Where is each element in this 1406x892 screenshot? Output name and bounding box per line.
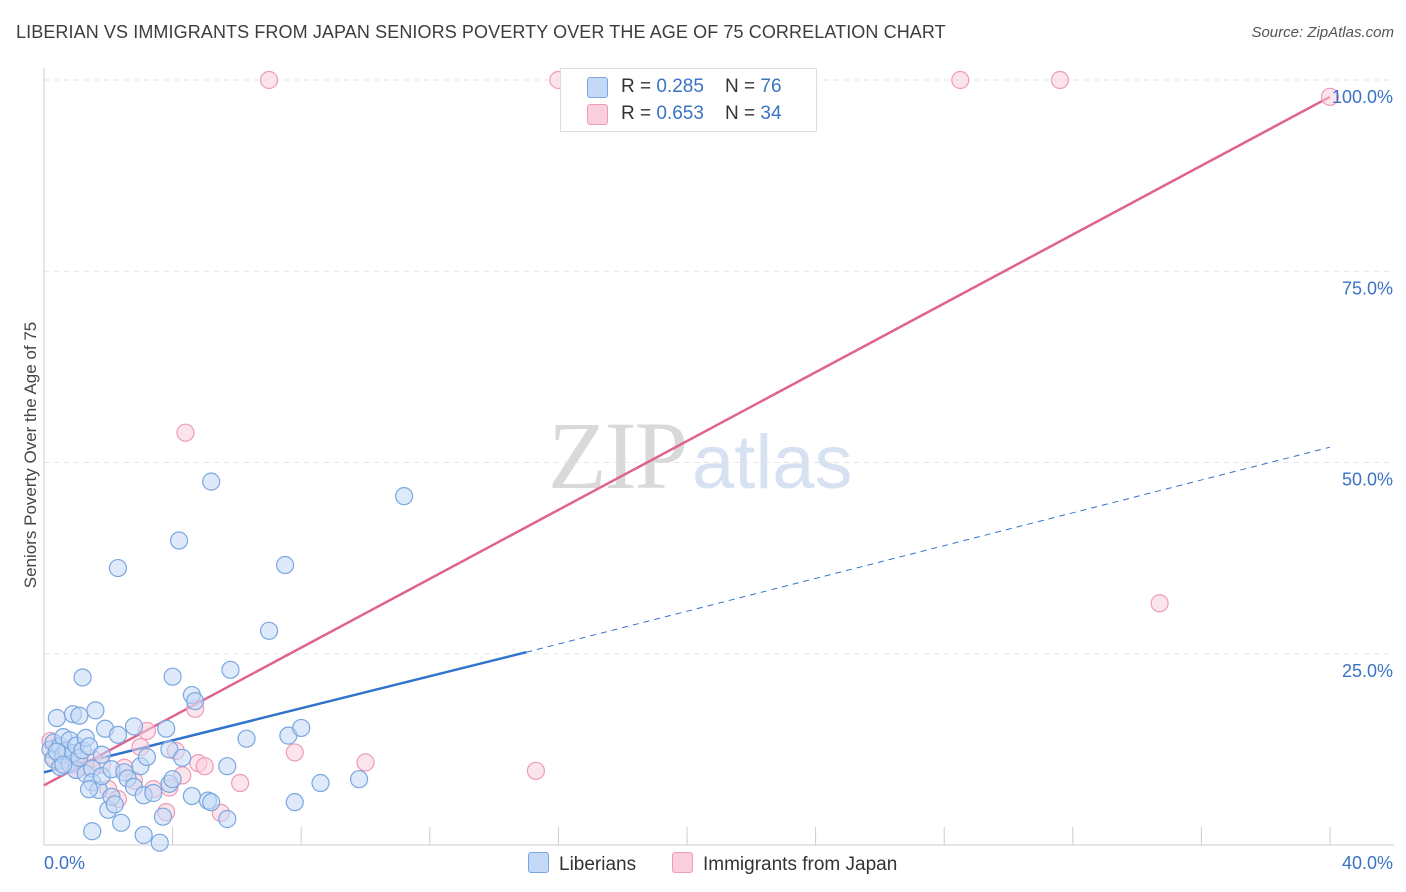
data-point-japan <box>1150 594 1169 613</box>
data-point-liberians <box>218 757 237 776</box>
data-point-liberians <box>163 770 182 789</box>
trend-line-liberians-extension <box>526 446 1331 653</box>
x-tick-label: 0.0% <box>44 853 85 873</box>
data-point-japan <box>259 70 279 90</box>
data-point-japan <box>231 773 250 793</box>
data-point-liberians <box>202 793 221 812</box>
data-point-liberians <box>108 558 128 578</box>
data-point-liberians <box>54 755 73 774</box>
data-point-liberians <box>221 660 240 679</box>
data-point-liberians <box>144 783 163 803</box>
y-axis-label: Seniors Poverty Over the Age of 75 <box>21 322 40 588</box>
y-tick-label: 100.0% <box>1332 87 1393 107</box>
data-point-liberians <box>186 692 205 711</box>
data-point-liberians <box>79 737 99 756</box>
bottom-legend-label-liberians: Liberians <box>559 854 637 875</box>
data-point-liberians <box>292 718 311 738</box>
data-point-liberians <box>311 773 330 793</box>
legend-box: R = 0.285 N = 76 R = 0.653 N = 34 <box>560 68 817 132</box>
data-point-japan <box>356 753 375 772</box>
data-point-japan <box>951 70 970 90</box>
source-label: Source: ZipAtlas.com <box>1251 24 1394 41</box>
legend-text-liberians: R = 0.285 N = 76 <box>621 76 782 98</box>
data-point-liberians <box>112 813 131 832</box>
bottom-legend-japan: Immigrants from Japan <box>672 852 897 876</box>
data-point-liberians <box>92 745 111 764</box>
data-point-liberians <box>137 747 156 767</box>
legend-r-value: 0.653 <box>656 103 704 124</box>
bottom-legend-liberians: Liberians <box>528 852 636 876</box>
data-point-liberians <box>105 795 124 814</box>
data-point-liberians <box>237 729 256 748</box>
data-point-liberians <box>259 621 279 640</box>
points-layer <box>41 70 1340 852</box>
data-point-liberians <box>47 708 66 728</box>
grid-layer <box>44 79 1394 655</box>
data-point-liberians <box>73 668 92 687</box>
data-point-liberians <box>276 555 295 575</box>
data-point-liberians <box>124 717 144 736</box>
data-point-liberians <box>160 740 179 759</box>
data-point-liberians <box>285 793 304 812</box>
axis-layer <box>43 68 1394 846</box>
data-point-liberians <box>394 487 414 506</box>
y-tick-label: 25.0% <box>1342 661 1393 681</box>
legend-text-japan: R = 0.653 N = 34 <box>621 103 782 125</box>
data-point-liberians <box>153 807 173 826</box>
legend-r-label: R = <box>621 76 657 97</box>
legend-n-value: 76 <box>760 76 782 97</box>
data-point-japan <box>1320 87 1340 106</box>
trend-line-liberians <box>43 651 527 774</box>
data-point-liberians <box>202 472 221 491</box>
data-point-liberians <box>83 822 102 841</box>
legend-r-label: R = <box>621 103 657 124</box>
data-point-liberians <box>86 701 105 720</box>
data-point-liberians <box>218 809 237 829</box>
chart-title: LIBERIAN VS IMMIGRANTS FROM JAPAN SENIOR… <box>16 22 946 42</box>
label-layer: 25.0% 50.0% 75.0% 100.0% 0.0% 40.0% Seniors Po… <box>21 87 1393 873</box>
y-tick-label: 75.0% <box>1342 278 1393 298</box>
trend-line-japan <box>43 95 1331 787</box>
data-point-liberians <box>349 770 369 789</box>
x-tick-label: 40.0% <box>1342 853 1393 873</box>
legend-n-label: N = <box>725 103 761 124</box>
legend-swatch-liberians <box>587 77 608 98</box>
bottom-legend-swatch-japan <box>672 852 693 873</box>
legend-n-label: N = <box>725 76 761 97</box>
data-point-japan <box>195 757 214 776</box>
data-point-liberians <box>134 825 153 845</box>
watermark-zip: ZIP <box>548 402 688 509</box>
legend-n-value: 34 <box>760 103 782 124</box>
data-point-liberians <box>173 748 192 767</box>
legend-swatch-japan <box>587 104 608 125</box>
data-point-liberians <box>163 667 182 686</box>
trend-layer <box>43 95 1331 787</box>
data-point-liberians <box>70 706 89 725</box>
y-tick-label: 50.0% <box>1342 470 1393 490</box>
data-point-liberians <box>157 719 176 738</box>
data-point-japan <box>526 761 545 780</box>
data-point-japan <box>1050 70 1070 90</box>
data-point-liberians <box>169 531 189 550</box>
data-point-liberians <box>79 780 99 799</box>
bottom-legend-swatch-liberians <box>528 852 549 873</box>
data-point-liberians <box>182 786 201 806</box>
legend-r-value: 0.285 <box>656 76 704 97</box>
data-point-liberians <box>108 725 128 744</box>
bottom-legend-label-japan: Immigrants from Japan <box>703 854 898 875</box>
data-point-liberians <box>150 833 169 852</box>
data-point-japan <box>285 743 304 762</box>
data-point-japan <box>176 423 195 442</box>
